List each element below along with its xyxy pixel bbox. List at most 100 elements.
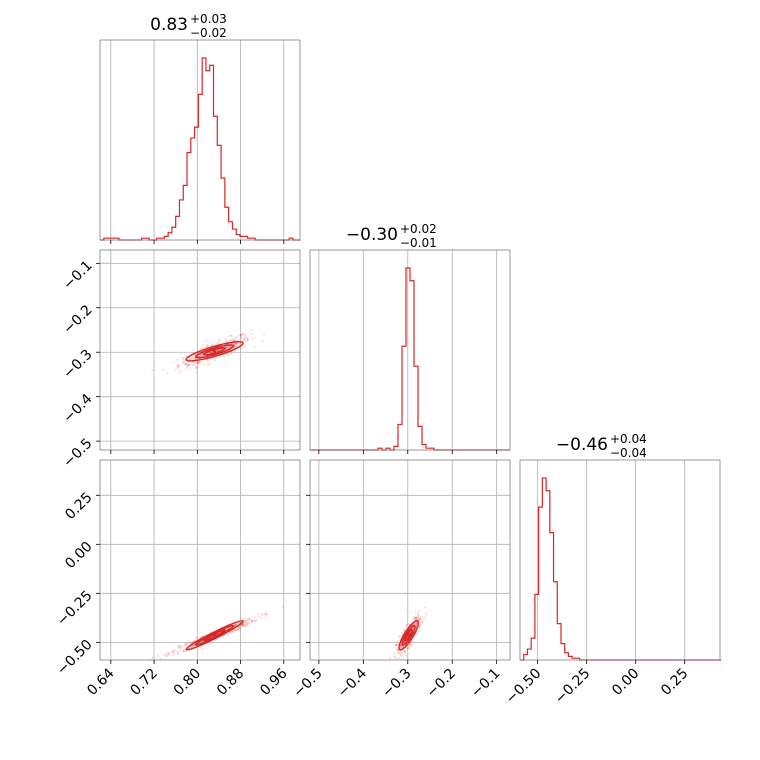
scatter-point (399, 652, 402, 656)
scatter-point (244, 624, 247, 627)
panel-grid (537, 460, 686, 660)
scatter-point (423, 606, 427, 609)
scatter-point (241, 623, 244, 626)
scatter-point (176, 652, 180, 655)
x-tick-label: −0.50 (503, 666, 545, 708)
scatter-point (233, 339, 236, 342)
scatter-point (171, 650, 174, 653)
scatter-point (211, 344, 214, 347)
scatter-point (415, 616, 418, 619)
x-tick-label: −0.1 (468, 666, 503, 701)
scatter-point (206, 344, 210, 347)
scatter-point (410, 640, 414, 643)
scatter-point (178, 646, 182, 649)
scatter-point (199, 347, 202, 351)
scatter-point (416, 618, 420, 621)
scatter-point (424, 615, 427, 618)
scatter-point (249, 622, 252, 625)
scatter-point (212, 343, 215, 346)
scatter-point (177, 646, 180, 649)
panel-frame (99, 39, 301, 241)
scatter-point (250, 332, 253, 335)
scatter-point (205, 344, 208, 347)
scatter-point (199, 361, 202, 364)
scatter-point (222, 354, 226, 357)
scatter-point (182, 650, 185, 653)
scatter-point (398, 650, 401, 653)
scatter-point (177, 367, 180, 370)
scatter-point (177, 652, 180, 656)
scatter-point (232, 630, 235, 633)
scatter-point (182, 649, 185, 652)
param-title-err-minus: −0.02 (190, 26, 227, 40)
param-title-err-plus: +0.03 (190, 12, 227, 26)
scatter-point (179, 644, 182, 647)
scatter-point (244, 622, 248, 625)
scatter-point (190, 645, 194, 648)
scatter-point (178, 646, 181, 650)
x-tick-label: −0.25 (552, 666, 594, 708)
scatter-point (240, 623, 244, 627)
scatter-point (234, 624, 237, 627)
scatter-point (259, 617, 262, 620)
param-title-value: −0.46 (556, 435, 608, 455)
scatter-point (257, 612, 260, 615)
scatter-point (399, 645, 402, 648)
panel-frame (309, 249, 511, 451)
scatter-point (406, 647, 410, 650)
scatter-point (395, 648, 398, 651)
scatter-point (171, 650, 174, 654)
scatter-point (184, 649, 187, 653)
scatter-point (409, 643, 413, 647)
scatter-point (264, 613, 267, 616)
scatter-point (406, 647, 409, 650)
x-tick-label: 0.88 (214, 666, 247, 699)
scatter-point (404, 654, 407, 657)
scatter-point (195, 366, 198, 369)
param-title-err-plus: +0.04 (610, 432, 647, 446)
scatter-point (176, 650, 179, 654)
scatter-point (195, 371, 198, 374)
scatter-point (243, 338, 247, 342)
scatter-point (242, 622, 245, 625)
scatter-point (417, 614, 420, 617)
scatter-point (400, 651, 403, 654)
x-tick-label: −0.2 (424, 666, 459, 701)
scatter-point (251, 620, 254, 623)
scatter-point (412, 616, 415, 619)
scatter-point (227, 335, 231, 338)
scatter-point (231, 338, 234, 341)
scatter-point (156, 654, 160, 657)
scatter-point (244, 343, 247, 347)
scatter-point (229, 345, 232, 348)
scatter-point (409, 641, 412, 644)
scatter-point (189, 358, 192, 361)
scatter-point (228, 345, 231, 348)
scatter-point (255, 619, 258, 622)
scatter-point (209, 342, 212, 346)
scatter-point (396, 648, 399, 651)
scatter-point (215, 342, 218, 345)
scatter-point (197, 360, 200, 364)
scatter-point (398, 634, 402, 638)
scatter-point (238, 628, 242, 631)
scatter-point (172, 653, 175, 656)
scatter-point (397, 652, 400, 655)
scatter-point (225, 353, 228, 356)
scatter-point (182, 649, 186, 652)
scatter-point (212, 341, 215, 344)
scatter-point (390, 667, 392, 669)
scatter-point (417, 609, 421, 612)
y-tick-label: −0.4 (60, 391, 95, 426)
scatter-point (166, 651, 169, 655)
scatter-point (165, 653, 168, 656)
scatter-point (392, 655, 395, 658)
panel-frame (99, 249, 301, 451)
scatter-point (414, 617, 418, 620)
scatter-point (210, 350, 214, 353)
param-title-0: 0.83 +0.03−0.02 (150, 12, 227, 40)
scatter-point (420, 621, 424, 624)
scatter-point (166, 372, 169, 375)
scatter-point (151, 369, 154, 372)
param-title-err-minus: −0.04 (610, 446, 647, 460)
